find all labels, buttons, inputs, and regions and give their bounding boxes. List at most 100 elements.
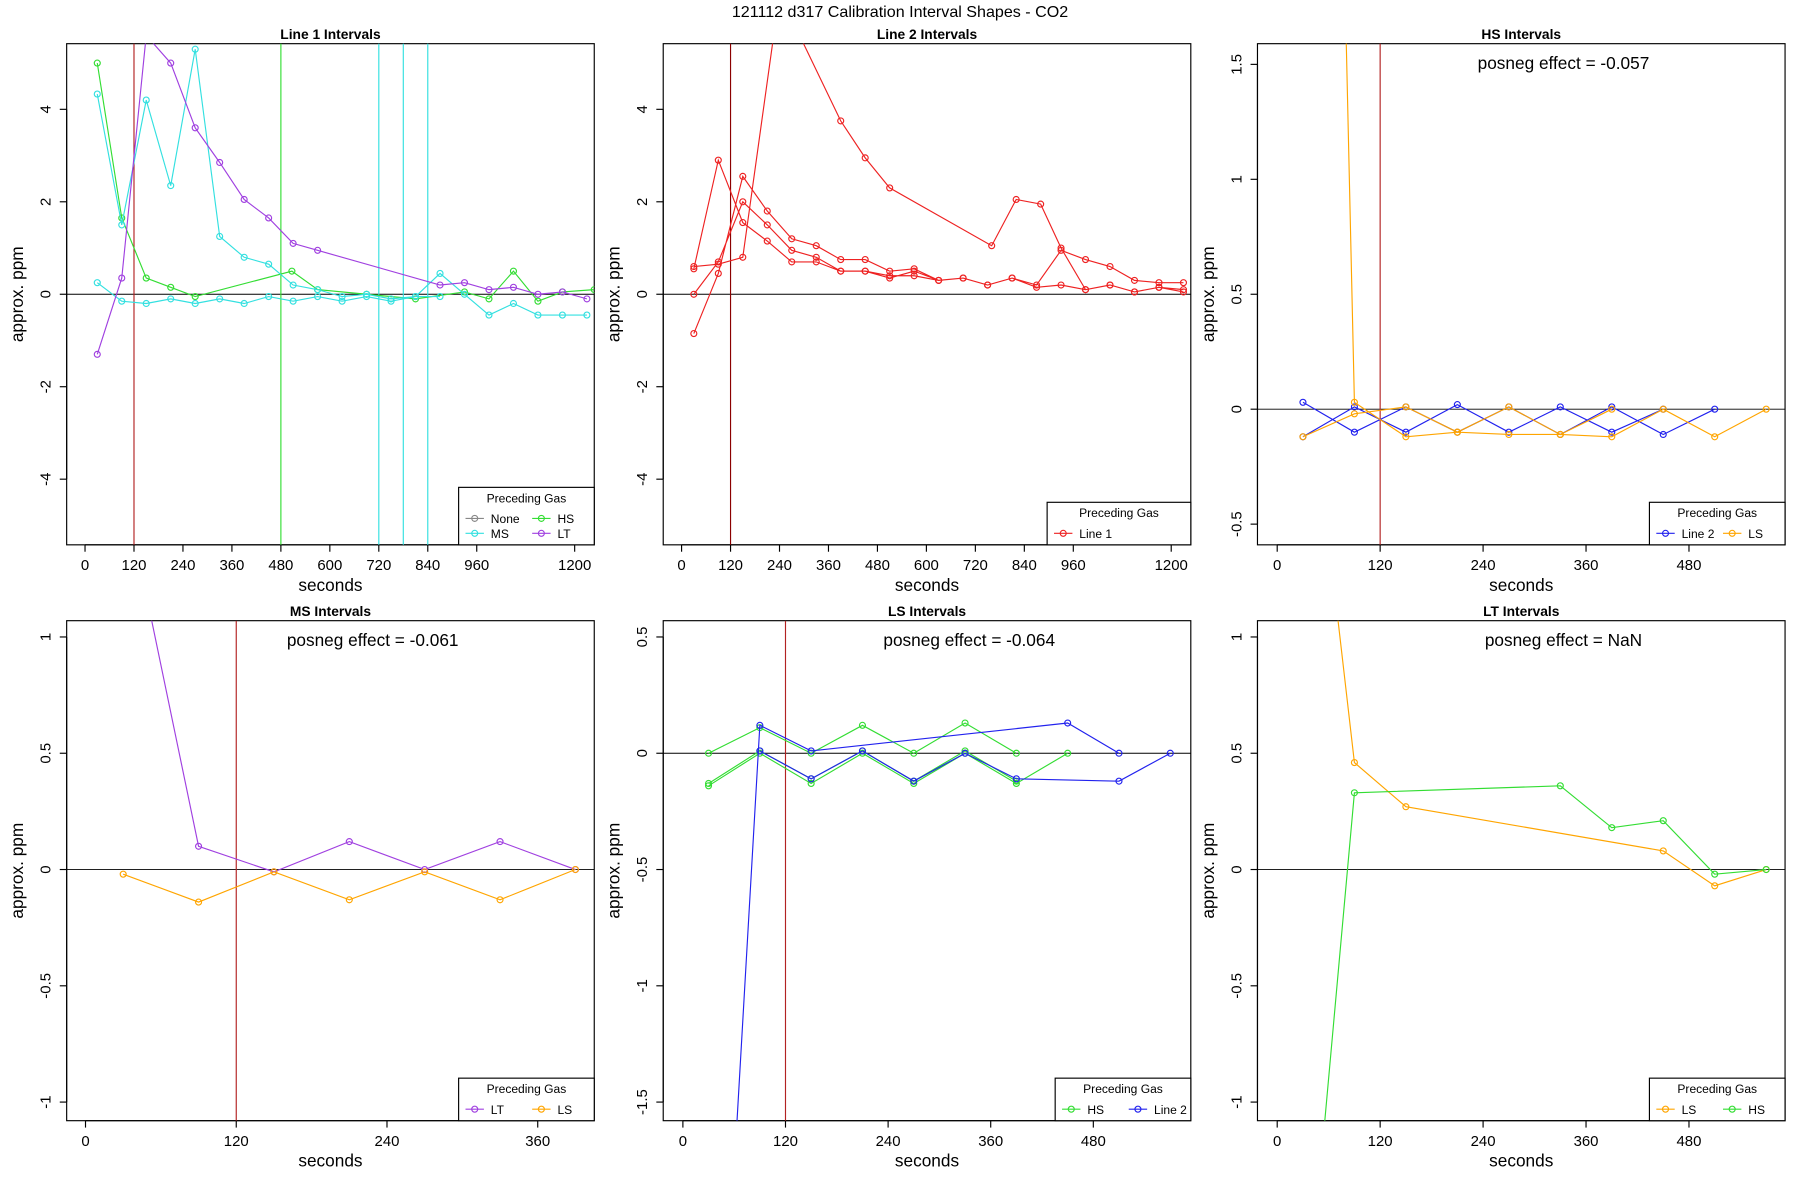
x-tick-label: 360 <box>978 1133 1003 1150</box>
point <box>1155 283 1163 291</box>
point <box>571 865 579 874</box>
point <box>988 242 996 250</box>
point <box>118 221 126 229</box>
point <box>289 281 297 289</box>
y-tick-label: -4 <box>38 473 55 486</box>
point <box>421 865 429 874</box>
panel: HS Intervals 0 120 240 360 480 seconds -0.5 0 0.5… <box>1198 27 1786 595</box>
point <box>1166 749 1174 757</box>
plot-area <box>663 620 1191 1121</box>
y-tick-label: -1 <box>634 979 651 992</box>
point <box>861 154 869 162</box>
x-tick-label: 600 <box>914 557 939 574</box>
y-tick-label: 1 <box>1228 633 1245 641</box>
point <box>1012 775 1020 783</box>
legend-label: HS <box>1748 1103 1765 1117</box>
point <box>886 274 894 282</box>
annotation: posneg effect = -0.057 <box>1478 53 1650 73</box>
point <box>704 779 713 788</box>
point <box>265 260 273 268</box>
plot-box <box>66 620 595 1122</box>
point <box>590 286 595 294</box>
series-line <box>122 868 576 903</box>
point <box>1057 244 1065 252</box>
annotation: posneg effect = NaN <box>1485 630 1642 650</box>
series-line <box>96 49 587 316</box>
point <box>1057 246 1065 254</box>
point <box>807 747 815 755</box>
y-tick-label: 2 <box>634 198 651 206</box>
point <box>886 184 894 192</box>
point <box>216 295 224 303</box>
point <box>1402 403 1410 411</box>
x-tick-label: 120 <box>718 557 743 574</box>
point <box>1012 779 1020 788</box>
point <box>861 256 869 264</box>
annotation: posneg effect = -0.064 <box>883 630 1055 650</box>
y-tick-label: -2 <box>38 380 55 393</box>
x-axis-label: seconds <box>1489 1151 1553 1171</box>
y-tick-label: 2 <box>38 198 55 206</box>
point <box>496 896 504 904</box>
point <box>1299 398 1307 406</box>
point <box>167 283 175 291</box>
point <box>363 293 371 301</box>
point <box>314 293 322 301</box>
point <box>1659 405 1667 413</box>
point <box>1130 276 1139 284</box>
point <box>837 267 845 275</box>
point <box>1057 281 1065 289</box>
point <box>1350 428 1358 436</box>
point <box>1608 824 1616 832</box>
point <box>1608 433 1616 441</box>
x-tick-label: 720 <box>963 557 988 574</box>
plot-box <box>1256 43 1786 546</box>
point <box>807 775 815 783</box>
point <box>1608 405 1616 413</box>
point <box>191 45 199 53</box>
legend-marker <box>1067 1105 1075 1113</box>
x-tick-label: 0 <box>679 1133 687 1150</box>
x-tick-label: 360 <box>1574 1133 1599 1150</box>
legend-marker <box>471 529 479 537</box>
y-tick-label: 1 <box>1228 175 1245 183</box>
y-tick-label: 1 <box>38 633 55 641</box>
point <box>1505 428 1513 436</box>
point <box>714 260 722 268</box>
plot-area <box>66 43 595 545</box>
y-tick-label: -0.5 <box>38 973 55 999</box>
x-tick-label: 840 <box>1012 557 1037 574</box>
y-axis-label: approx. ppm <box>604 823 624 919</box>
y-tick-label: -0.5 <box>1228 973 1245 999</box>
series-line <box>1337 620 1767 887</box>
legend-title: Preceding Gas <box>1677 506 1757 520</box>
panel-title: LS Intervals <box>888 604 966 619</box>
legend-box <box>458 486 595 546</box>
x-tick-label: 480 <box>1677 1133 1702 1150</box>
point <box>1350 789 1358 797</box>
legend-label: Line 2 <box>1154 1103 1187 1117</box>
point <box>1608 403 1616 411</box>
point <box>534 311 542 319</box>
panel-title: Line 2 Intervals <box>877 27 978 42</box>
point <box>289 239 297 247</box>
x-tick-label: 240 <box>1471 557 1496 574</box>
legend-marker <box>1728 1105 1736 1113</box>
point <box>191 299 199 308</box>
point <box>167 182 175 190</box>
point <box>1453 401 1461 409</box>
point <box>1402 428 1410 436</box>
point <box>984 281 992 289</box>
x-axis-label: seconds <box>1489 575 1553 595</box>
point <box>1659 847 1667 855</box>
point <box>807 749 815 757</box>
x-tick-label: 0 <box>677 557 685 574</box>
point <box>118 214 126 222</box>
point <box>1033 281 1041 289</box>
panel: LT Intervals 0 120 240 360 480 seconds -1 -0.5 0 0… <box>1198 604 1786 1171</box>
point <box>240 299 248 308</box>
x-tick-label: 480 <box>268 557 293 574</box>
point <box>411 293 420 301</box>
point <box>270 868 278 876</box>
x-tick-label: 480 <box>1677 557 1702 574</box>
